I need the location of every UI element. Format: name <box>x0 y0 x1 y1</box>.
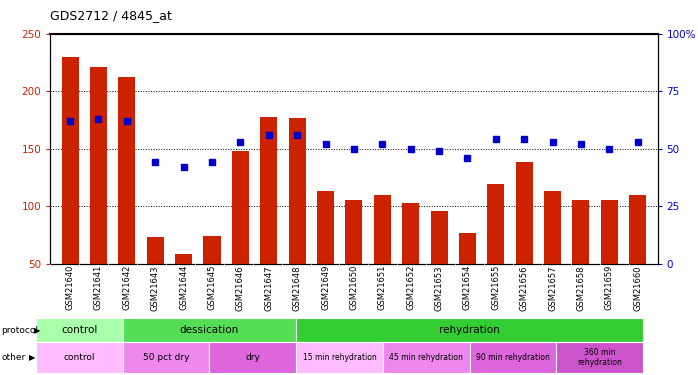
Bar <box>544 191 561 264</box>
Text: 360 min
rehydration: 360 min rehydration <box>577 348 622 368</box>
Text: protocol: protocol <box>1 326 38 334</box>
Bar <box>431 211 447 264</box>
Text: other: other <box>1 353 26 362</box>
Text: control: control <box>64 353 95 362</box>
Bar <box>296 318 643 342</box>
Bar <box>123 342 209 373</box>
Bar <box>61 57 79 264</box>
Bar <box>317 191 334 264</box>
Bar <box>402 203 419 264</box>
Bar <box>204 236 221 264</box>
Bar <box>36 342 123 373</box>
Bar <box>123 318 296 342</box>
Text: GDS2712 / 4845_at: GDS2712 / 4845_at <box>50 9 172 22</box>
Bar <box>516 162 533 264</box>
Bar <box>36 318 123 342</box>
Bar <box>459 232 476 264</box>
Text: dessication: dessication <box>179 325 239 335</box>
Bar <box>119 77 135 264</box>
Bar <box>470 342 556 373</box>
Text: dry: dry <box>245 353 260 362</box>
Bar <box>296 342 383 373</box>
Bar <box>260 117 277 264</box>
Bar <box>383 342 470 373</box>
Bar <box>147 237 164 264</box>
Text: 90 min rehydration: 90 min rehydration <box>476 353 550 362</box>
Text: 45 min rehydration: 45 min rehydration <box>389 353 463 362</box>
Bar <box>601 200 618 264</box>
Text: rehydration: rehydration <box>439 325 500 335</box>
Bar <box>373 195 391 264</box>
Bar <box>209 342 296 373</box>
Bar <box>90 67 107 264</box>
Bar <box>572 200 589 264</box>
Bar <box>487 184 504 264</box>
Text: control: control <box>61 325 97 335</box>
Text: ▶: ▶ <box>34 326 40 334</box>
Text: 15 min rehydration: 15 min rehydration <box>302 353 376 362</box>
Bar <box>232 151 249 264</box>
Text: 50 pct dry: 50 pct dry <box>142 353 189 362</box>
Bar <box>175 254 192 264</box>
Bar <box>629 195 646 264</box>
Bar <box>346 200 362 264</box>
Bar <box>288 118 306 264</box>
Text: ▶: ▶ <box>29 353 36 362</box>
Bar <box>556 342 643 373</box>
